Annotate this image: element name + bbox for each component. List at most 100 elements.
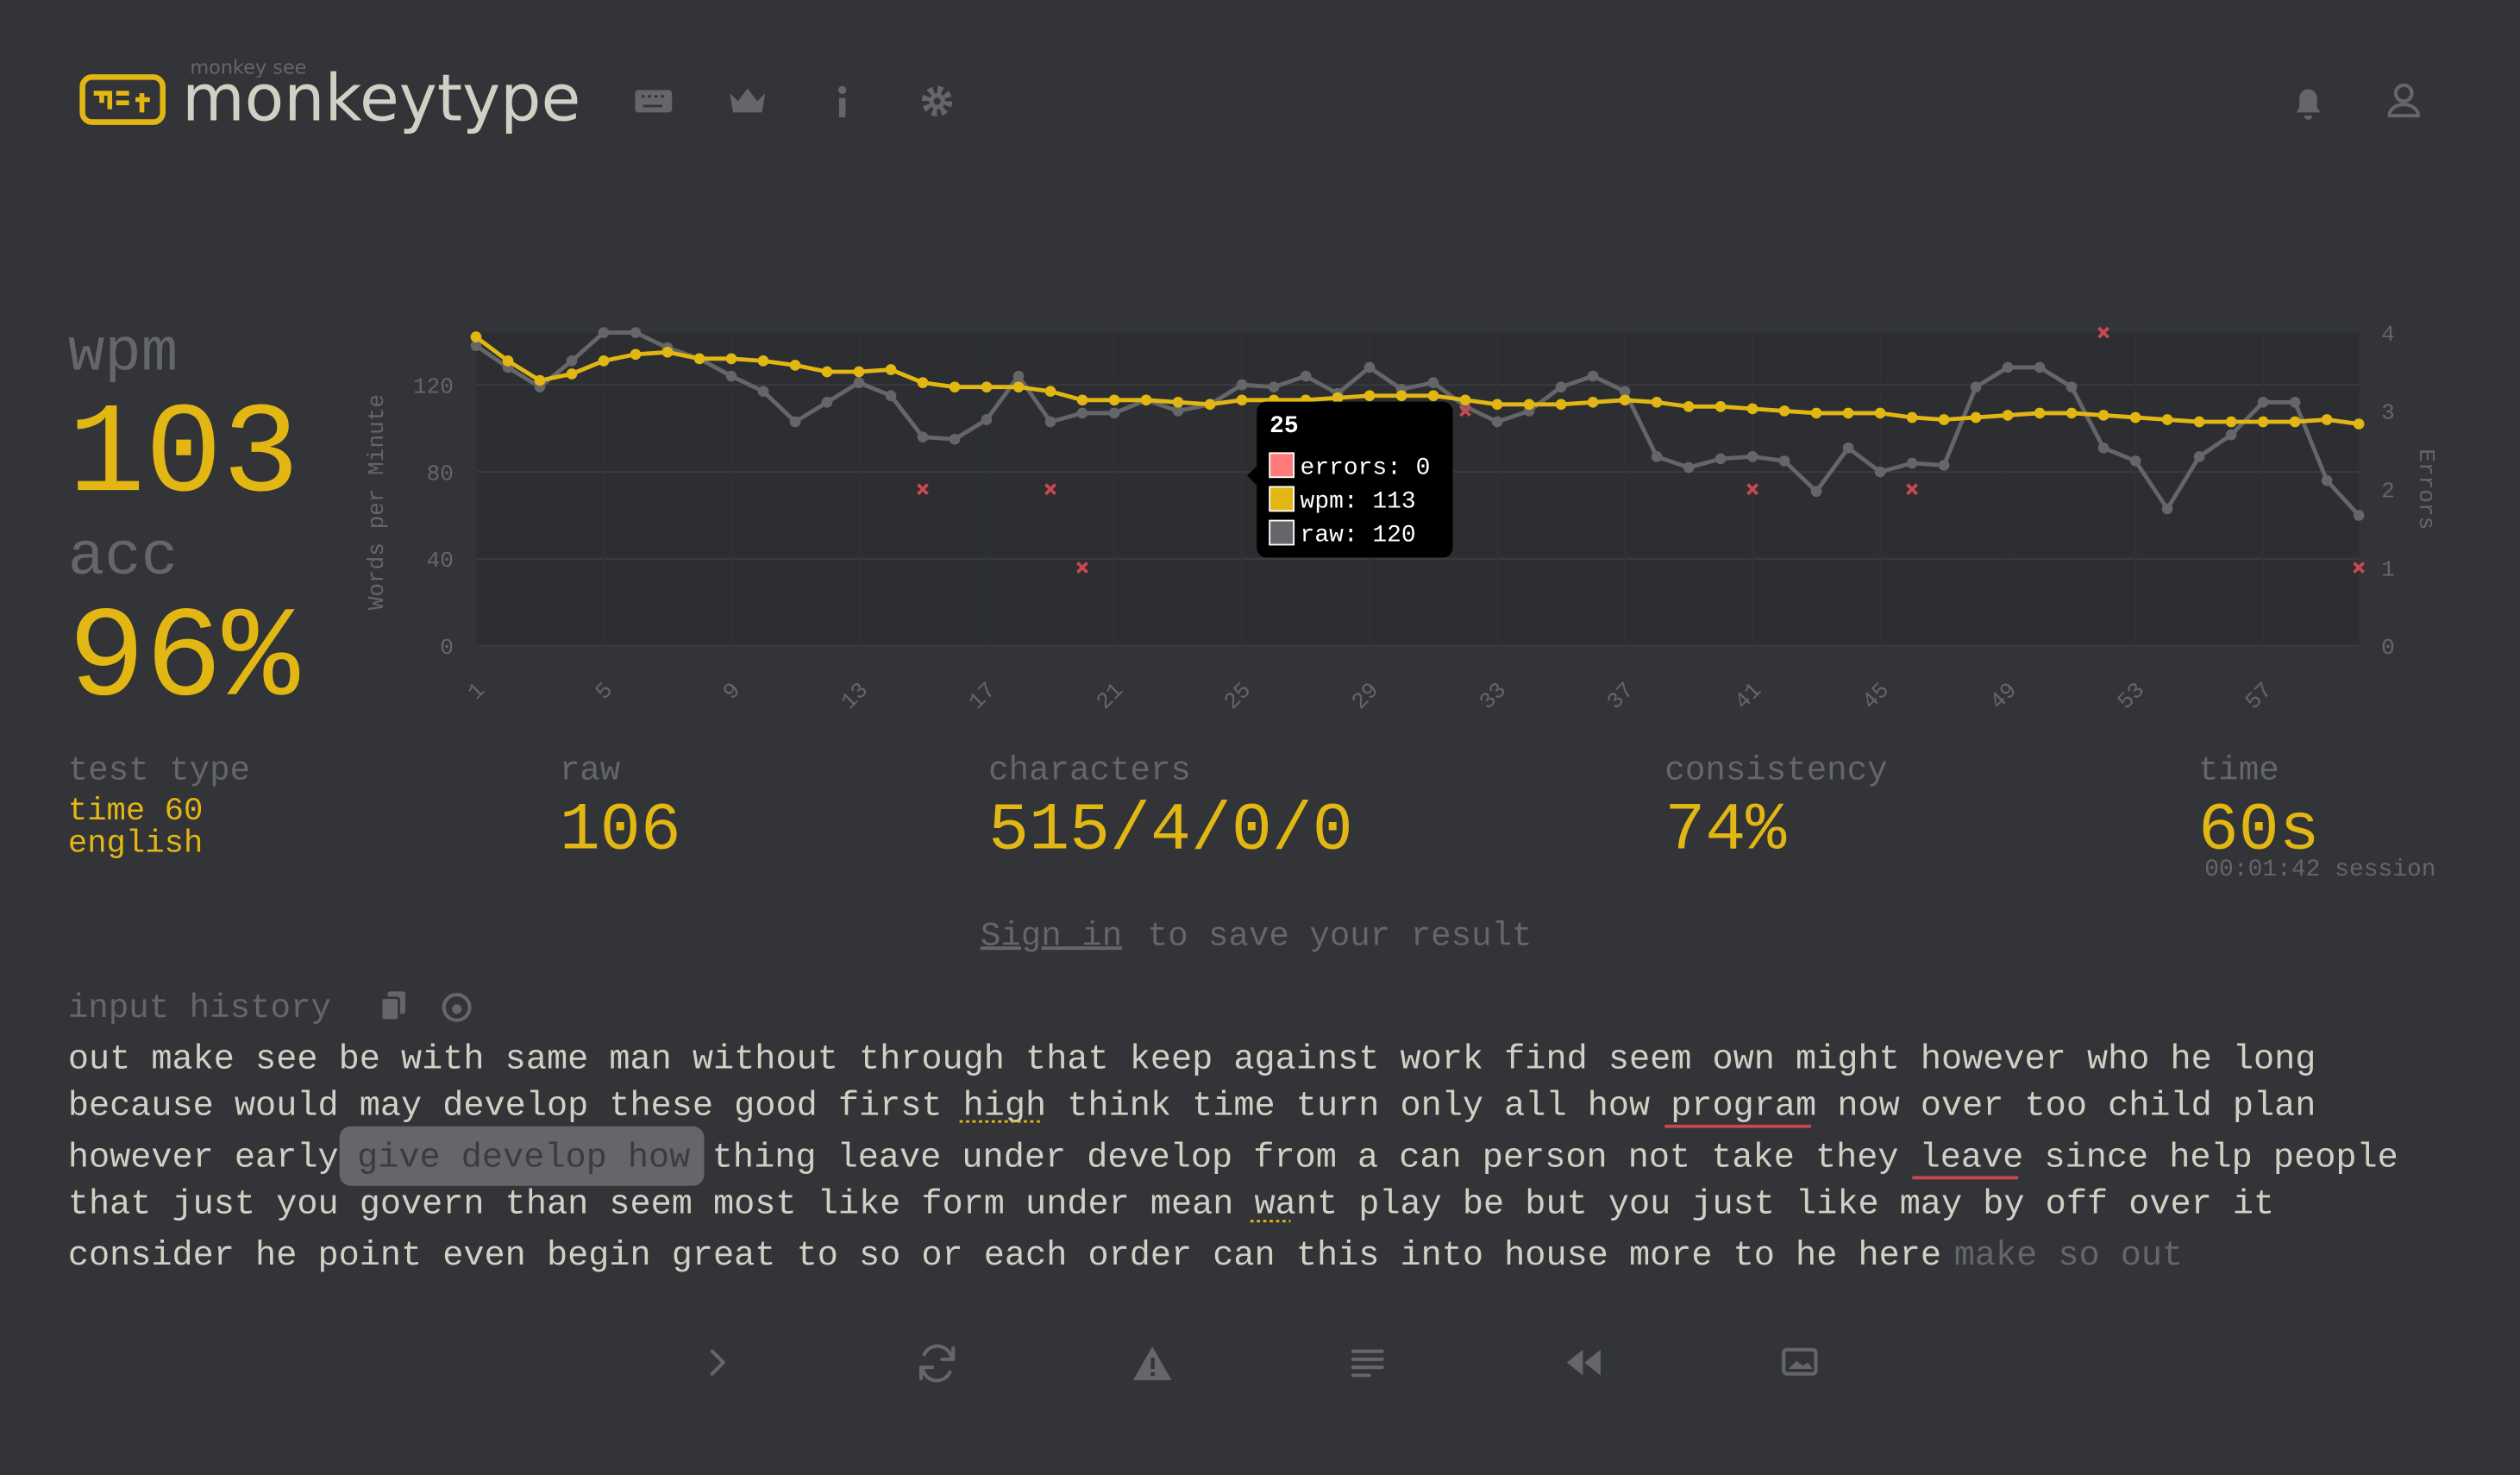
series-point bbox=[1012, 370, 1025, 382]
series-point bbox=[821, 366, 833, 378]
series-point bbox=[2289, 396, 2301, 408]
next-test-button[interactable] bbox=[710, 1349, 725, 1376]
error-marker bbox=[1459, 405, 1471, 417]
burst-icon[interactable] bbox=[442, 992, 472, 1022]
series-point bbox=[1810, 407, 1822, 419]
series-point bbox=[1523, 399, 1535, 411]
series-point bbox=[502, 355, 514, 367]
series-point bbox=[917, 431, 929, 442]
series-point bbox=[2097, 410, 2109, 421]
series-point bbox=[917, 377, 929, 388]
screenshot-button[interactable] bbox=[1782, 1347, 1818, 1376]
series-point bbox=[725, 353, 737, 365]
series-point bbox=[1236, 394, 1248, 406]
series-point bbox=[1874, 466, 1886, 478]
series-point bbox=[885, 390, 897, 402]
series-point bbox=[1044, 416, 1056, 428]
series-point bbox=[2129, 455, 2141, 467]
series-point bbox=[885, 364, 897, 375]
series-point bbox=[1491, 416, 1503, 428]
about-icon[interactable] bbox=[838, 85, 847, 117]
show-words-button[interactable] bbox=[1351, 1349, 1384, 1378]
series-point bbox=[2161, 414, 2173, 425]
account-icon[interactable] bbox=[2387, 83, 2421, 118]
series-point bbox=[1108, 394, 1120, 406]
series-point bbox=[1395, 390, 1407, 402]
error-marker bbox=[2353, 562, 2366, 574]
series-point bbox=[1778, 455, 1790, 467]
copy-icon[interactable] bbox=[379, 991, 406, 1022]
series-point bbox=[1683, 401, 1695, 412]
input-history-label: input history bbox=[68, 989, 331, 1027]
series-point bbox=[1076, 407, 1088, 419]
raw-value: 106 bbox=[560, 794, 681, 869]
series-point bbox=[1363, 390, 1376, 402]
y2-tick-label: 1 bbox=[2381, 556, 2395, 582]
series-point bbox=[1683, 461, 1695, 474]
leaderboard-icon[interactable] bbox=[730, 88, 766, 113]
error-marker bbox=[2097, 326, 2109, 339]
raw-label: raw bbox=[560, 750, 621, 789]
tooltip-swatch bbox=[1269, 519, 1295, 546]
series-point bbox=[1714, 401, 1727, 412]
test-type-label: test type bbox=[68, 750, 250, 789]
y-tick-label: 80 bbox=[427, 461, 454, 486]
series-point bbox=[1651, 396, 1663, 408]
notifications-icon[interactable] bbox=[2296, 89, 2321, 120]
series-point bbox=[789, 416, 801, 428]
tooltip-item: wpm: 113 bbox=[1301, 489, 1416, 516]
test-type-mode: time 60 bbox=[68, 794, 203, 830]
series-point bbox=[1172, 396, 1184, 408]
keyboard-icon[interactable] bbox=[635, 90, 673, 113]
series-point bbox=[2002, 410, 2014, 421]
replay-button[interactable] bbox=[1566, 1349, 1601, 1376]
series-point bbox=[598, 327, 610, 338]
history-line: because would may develop these good fir… bbox=[68, 1088, 2316, 1127]
series-point bbox=[1204, 399, 1216, 411]
series-point bbox=[853, 366, 865, 378]
series-point bbox=[2193, 416, 2205, 428]
series-point bbox=[630, 348, 642, 361]
series-point bbox=[1555, 399, 1567, 411]
sign-in-link[interactable]: Sign in bbox=[981, 916, 1122, 955]
series-point bbox=[1108, 407, 1120, 419]
history-highlighted: give develop how bbox=[357, 1139, 690, 1177]
series-point bbox=[1778, 405, 1790, 417]
series-point bbox=[2002, 361, 2014, 373]
series-point bbox=[2321, 414, 2333, 425]
series-point bbox=[1906, 457, 1918, 469]
series-point bbox=[949, 381, 961, 392]
time-value: 60s bbox=[2198, 794, 2320, 869]
tooltip-arrow bbox=[1247, 466, 1257, 486]
series-point bbox=[1427, 390, 1439, 402]
series-point bbox=[1076, 394, 1088, 406]
practice-errors-button[interactable] bbox=[1132, 1346, 1172, 1381]
restart-button[interactable] bbox=[918, 1344, 956, 1383]
error-marker bbox=[1076, 562, 1088, 574]
settings-icon[interactable] bbox=[921, 85, 953, 117]
series-point bbox=[981, 414, 993, 425]
history-untyped: make so out bbox=[1954, 1237, 2184, 1276]
series-point bbox=[2225, 416, 2237, 428]
series-point bbox=[566, 368, 578, 380]
logo[interactable]: monkey see monkeytype bbox=[79, 57, 581, 136]
series-point bbox=[757, 386, 769, 398]
series-point bbox=[2129, 411, 2141, 424]
logo-icon bbox=[79, 74, 166, 125]
series-point bbox=[598, 355, 610, 367]
tooltip-title: 25 bbox=[1269, 413, 1299, 440]
series-point bbox=[2097, 442, 2109, 454]
series-point bbox=[1938, 460, 1950, 471]
y-tick-label: 0 bbox=[440, 635, 454, 661]
y-tick-label: 40 bbox=[427, 548, 454, 574]
series-point bbox=[1746, 451, 1758, 462]
y2-tick-label: 0 bbox=[2381, 635, 2395, 661]
input-history: out make see be with same man without th… bbox=[68, 1041, 2398, 1276]
tooltip-swatch bbox=[1269, 486, 1295, 512]
series-point bbox=[661, 346, 674, 358]
history-line: consider he point even begin great to so… bbox=[68, 1237, 1941, 1276]
series-point bbox=[1459, 394, 1471, 406]
characters-value: 515/4/0/0 bbox=[988, 794, 1352, 869]
series-point bbox=[1906, 411, 1918, 424]
